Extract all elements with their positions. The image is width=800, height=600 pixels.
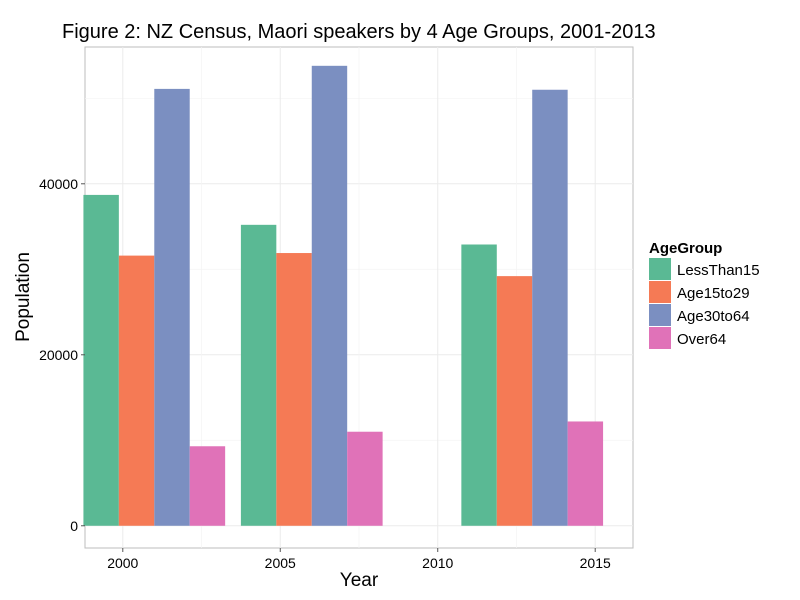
x-axis: 2000 2005 2010 2015 [107,548,611,571]
x-tick-label: 2010 [422,555,453,571]
x-axis-title: Year [340,570,379,591]
legend: AgeGroup LessThan15 Age15to29 Age30to64 Ove… [649,240,760,349]
legend-title: AgeGroup [649,240,722,257]
x-tick-label: 2005 [265,555,296,571]
bar-LessThan15-2013 [461,244,497,526]
y-axis-title: Population [13,252,34,342]
plot-panel [83,46,634,549]
bar-Age30to64-2001 [154,88,190,526]
legend-swatch-Over64 [649,327,671,349]
bars [83,65,604,526]
y-tick-label: 0 [70,518,78,534]
legend-swatch-Age30to64 [649,304,671,326]
legend-swatch-LessThan15 [649,258,671,280]
chart-title: Figure 2: NZ Census, Maori speakers by 4… [62,21,656,43]
legend-label-Over64: Over64 [677,331,726,348]
bar-Age15to29-2001 [118,255,155,526]
legend-label-Age15to29: Age15to29 [677,285,750,302]
bar-LessThan15-2001 [83,194,119,526]
bar-Age15to29-2013 [496,276,533,526]
y-tick-label: 20000 [39,347,78,363]
bar-Age30to64-2013 [532,89,568,526]
y-tick-label: 40000 [39,176,78,192]
legend-label-LessThan15: LessThan15 [677,262,760,279]
bar-LessThan15-2006 [240,224,277,526]
x-tick-label: 2000 [107,555,138,571]
legend-swatch-Age15to29 [649,281,671,303]
x-tick-label: 2015 [580,555,611,571]
y-axis: 0 20000 40000 [39,176,85,534]
legend-label-Age30to64: Age30to64 [677,308,750,325]
bar-Over64-2006 [347,431,383,526]
bar-Over64-2013 [567,421,604,526]
bar-Over64-2001 [189,446,226,526]
bar-Age15to29-2006 [276,253,312,526]
bar-Age30to64-2006 [311,65,348,526]
